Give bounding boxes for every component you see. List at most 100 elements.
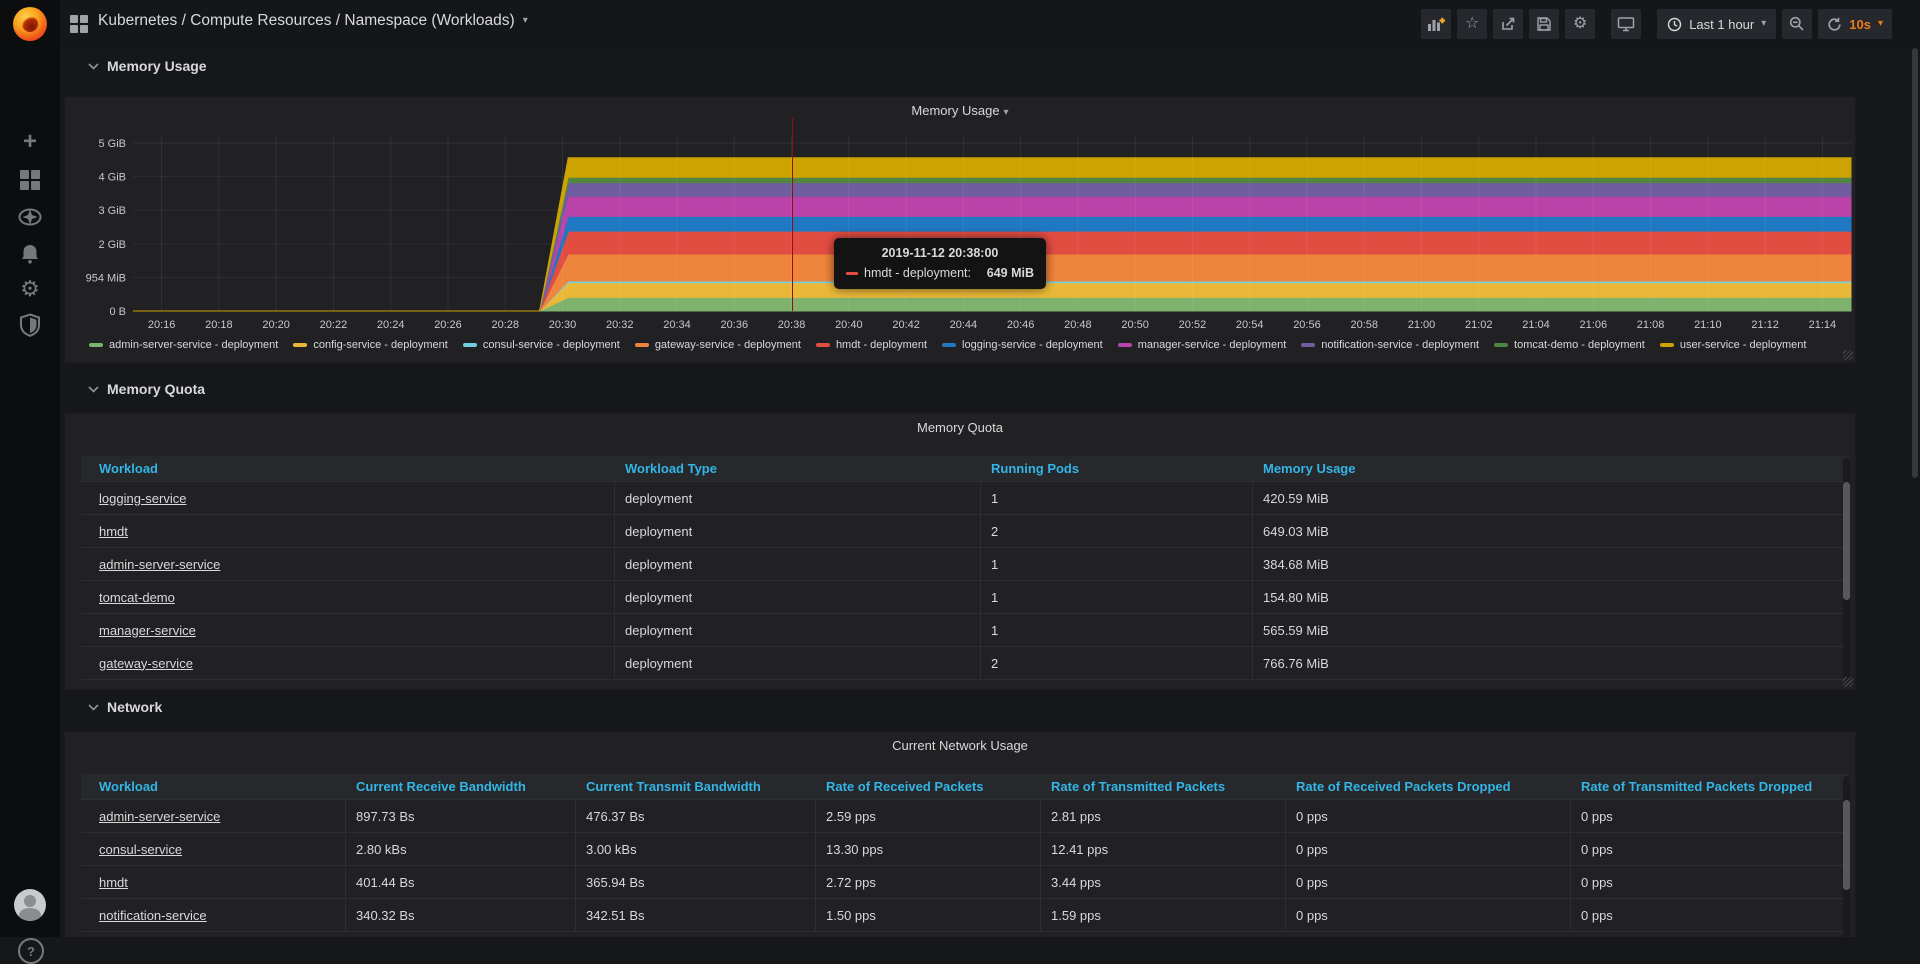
time-range-label: Last 1 hour [1689,17,1754,32]
svg-text:21:10: 21:10 [1694,319,1722,331]
svg-text:20:46: 20:46 [1007,319,1035,331]
workload-link[interactable]: hmdt [99,524,128,539]
memory-usage-chart[interactable]: 20:1620:1820:2020:2220:2420:2620:2820:30… [65,97,1856,337]
table-row: gateway-servicedeployment2766.76 MiB [81,647,1849,680]
legend-series-label: manager-service - deployment [1138,339,1287,351]
dashboards-icon[interactable] [18,168,42,192]
zoom-out-button[interactable] [1782,9,1812,39]
workload-link[interactable]: hmdt [99,875,128,890]
dashboard-settings-button[interactable]: ⚙ [1565,9,1595,39]
legend-item[interactable]: hmdt - deployment [816,339,927,351]
legend-item[interactable]: config-service - deployment [293,339,448,351]
user-avatar[interactable] [14,889,46,921]
dashboard-title-dropdown[interactable]: Kubernetes / Compute Resources / Namespa… [98,12,528,30]
time-range-picker[interactable]: Last 1 hour ▾ [1657,9,1776,39]
grafana-logo-button[interactable] [0,0,60,48]
tooltip-series-marker [846,272,858,275]
explore-compass-icon[interactable] [18,205,42,229]
workload-link[interactable]: admin-server-service [99,557,220,572]
column-header-rate-of-received-packets-dropped[interactable]: Rate of Received Packets Dropped [1286,774,1571,799]
table-cell: 1.59 pps [1041,899,1286,931]
table-cell: 2.81 pps [1041,800,1286,832]
column-header-rate-of-transmitted-packets[interactable]: Rate of Transmitted Packets [1041,774,1286,799]
column-header-workload[interactable]: Workload [81,774,346,799]
table-cell: 1.50 pps [816,899,1041,931]
legend-series-dash [1494,343,1508,347]
page-scrollbar-thumb[interactable] [1912,48,1918,478]
panel-title-memory-usage[interactable]: Memory Usage▾ [65,103,1855,118]
chevron-down-icon [88,386,99,393]
section-memory-usage[interactable]: Memory Usage [88,58,207,74]
svg-text:0 B: 0 B [109,306,126,318]
alerting-bell-icon[interactable] [18,242,42,266]
svg-text:20:48: 20:48 [1064,319,1092,331]
table-cell: 2 [981,647,1253,679]
column-header-rate-of-transmitted-packets-dropped[interactable]: Rate of Transmitted Packets Dropped [1571,774,1849,799]
share-button[interactable] [1493,9,1523,39]
cycle-view-mode-button[interactable] [1611,9,1641,39]
star-button[interactable]: ☆ [1457,9,1487,39]
legend-item[interactable]: tomcat-demo - deployment [1494,339,1645,351]
table-cell: 766.76 MiB [1253,647,1849,679]
table-cell: 12.41 pps [1041,833,1286,865]
workload-link[interactable]: manager-service [99,623,196,638]
share-icon [1500,16,1516,32]
table-cell: 2.72 pps [816,866,1041,898]
help-icon[interactable]: ? [18,938,44,964]
section-memory-quota[interactable]: Memory Quota [88,381,205,397]
table-cell: deployment [615,515,981,547]
workload-link[interactable]: logging-service [99,491,186,506]
column-header-workload[interactable]: Workload [81,456,615,481]
legend-item[interactable]: logging-service - deployment [942,339,1103,351]
panel-resize-grip[interactable] [1843,677,1853,687]
chevron-down-icon: ▾ [1004,107,1009,118]
table-header-row: WorkloadCurrent Receive BandwidthCurrent… [81,774,1849,800]
add-panel-button[interactable] [1421,9,1451,39]
column-header-current-receive-bandwidth[interactable]: Current Receive Bandwidth [346,774,576,799]
y-axis-labels: 5 GiB4 GiB3 GiB2 GiB954 MiB0 B [86,138,126,318]
column-header-rate-of-received-packets[interactable]: Rate of Received Packets [816,774,1041,799]
panel-resize-grip[interactable] [1843,350,1853,360]
legend-series-label: logging-service - deployment [962,339,1103,351]
table-scrollbar [1843,458,1850,680]
panel-title-memory-quota[interactable]: Memory Quota [65,420,1855,435]
gear-icon: ⚙ [1573,16,1587,32]
legend-item[interactable]: notification-service - deployment [1301,339,1479,351]
chevron-down-icon [88,63,99,70]
legend-item[interactable]: admin-server-service - deployment [89,339,278,351]
table-scrollbar-thumb[interactable] [1843,800,1850,890]
table-cell: 0 pps [1571,833,1849,865]
configuration-gear-icon[interactable]: ⚙ [18,277,42,301]
table-scrollbar-thumb[interactable] [1843,482,1850,600]
svg-text:20:28: 20:28 [491,319,519,331]
table-row: tomcat-demodeployment1154.80 MiB [81,581,1849,614]
server-admin-shield-icon[interactable] [18,313,42,337]
legend-series-label: user-service - deployment [1680,339,1807,351]
column-header-running-pods[interactable]: Running Pods [981,456,1253,481]
save-button[interactable] [1529,9,1559,39]
workload-link[interactable]: tomcat-demo [99,590,175,605]
network-panel: Current Network Usage WorkloadCurrent Re… [64,731,1856,937]
table-row: admin-server-servicedeployment1384.68 Mi… [81,548,1849,581]
workload-link[interactable]: gateway-service [99,656,193,671]
apps-grid-icon[interactable] [70,15,88,33]
column-header-workload-type[interactable]: Workload Type [615,456,981,481]
workload-link[interactable]: notification-service [99,908,207,923]
svg-text:20:40: 20:40 [835,319,863,331]
column-header-memory-usage[interactable]: Memory Usage [1253,456,1849,481]
section-network[interactable]: Network [88,699,162,715]
legend-item[interactable]: consul-service - deployment [463,339,620,351]
table-cell: 0 pps [1286,866,1571,898]
panel-title-network-usage[interactable]: Current Network Usage [65,738,1855,753]
refresh-picker[interactable]: 10s ▾ [1818,9,1892,39]
side-menu: + ⚙ ? [0,48,60,937]
legend-item[interactable]: gateway-service - deployment [635,339,801,351]
table-cell: 0 pps [1286,833,1571,865]
save-icon [1536,16,1552,32]
column-header-current-transmit-bandwidth[interactable]: Current Transmit Bandwidth [576,774,816,799]
workload-link[interactable]: consul-service [99,842,182,857]
create-plus-icon[interactable]: + [18,130,42,154]
legend-item[interactable]: manager-service - deployment [1118,339,1287,351]
workload-link[interactable]: admin-server-service [99,809,220,824]
legend-item[interactable]: user-service - deployment [1660,339,1807,351]
